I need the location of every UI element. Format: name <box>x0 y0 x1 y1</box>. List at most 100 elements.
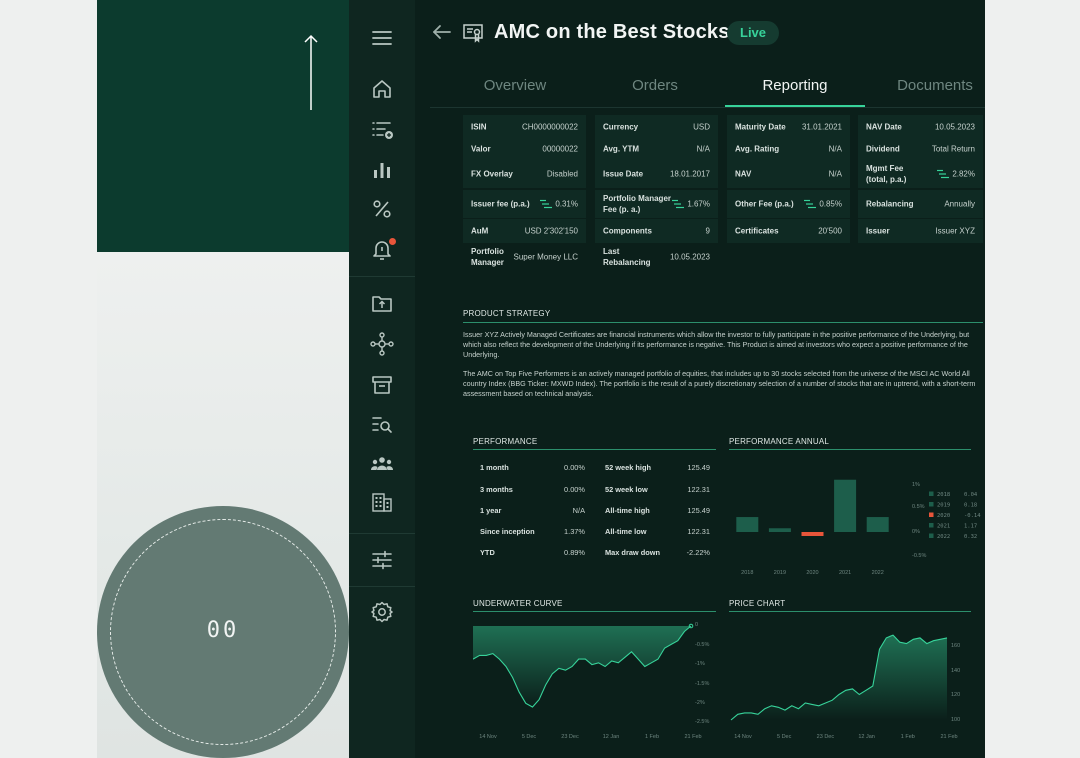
info-components: Components 9 <box>595 219 718 243</box>
notification-dot <box>389 238 396 245</box>
team-icon[interactable] <box>369 451 395 477</box>
info-aum: AuM USD 2'302'150 <box>463 219 586 243</box>
x-tick-label: 21 Feb <box>684 734 701 740</box>
tab-documents[interactable]: Documents <box>897 77 973 94</box>
fee-breakdown-icon[interactable] <box>804 199 816 209</box>
performance-label: 52 week low <box>605 485 648 494</box>
strategy-title: PRODUCT STRATEGY <box>463 309 551 318</box>
sliders-icon[interactable] <box>369 547 395 573</box>
archive-icon[interactable] <box>369 372 395 398</box>
info-rebalancing: Rebalancing Annually <box>858 190 983 218</box>
bar <box>801 532 824 536</box>
performance-value: 0.00% <box>564 463 585 472</box>
network-icon[interactable] <box>369 331 395 357</box>
back-arrow-icon[interactable] <box>431 21 453 43</box>
info-other-fee: Other Fee (p.a.) 0.85% <box>727 190 850 218</box>
info-issuer-fee: Issuer fee (p.a.) 0.31% <box>463 190 586 218</box>
list-add-icon[interactable] <box>369 117 395 143</box>
x-tick-label: 2021 <box>839 570 851 576</box>
info-certificates: Certificates 20'500 <box>727 219 850 243</box>
menu-icon[interactable] <box>369 25 395 51</box>
fee-breakdown-icon[interactable] <box>672 199 684 209</box>
x-tick-label: 2018 <box>741 570 753 576</box>
tab-reporting[interactable]: Reporting <box>762 77 828 94</box>
performance-annual-title: PERFORMANCE ANNUAL <box>729 437 830 446</box>
info-nav-date: NAV Date 10.05.2023 <box>858 115 983 139</box>
x-tick-label: 2022 <box>872 570 884 576</box>
info-isin: ISIN CH0000000022 <box>463 115 586 139</box>
performance-label: Since inception <box>480 527 535 536</box>
x-tick-label: 5 Dec <box>522 734 537 740</box>
tab-orders[interactable]: Orders <box>632 77 678 94</box>
info-pm-fee: Portfolio Manager Fee (p. a.) 1.67% <box>595 190 718 218</box>
info-dividend: Dividend Total Return <box>858 137 983 161</box>
performance-annual-divider <box>729 449 971 450</box>
performance-value: 125.49 <box>687 506 710 515</box>
y-tick-label: 1% <box>912 482 920 488</box>
price-chart: 160 140 120 100 14 Nov 5 Dec 23 Dec 12 Jan 1 Feb… <box>730 634 960 740</box>
home-icon[interactable] <box>369 76 395 102</box>
fee-breakdown-icon[interactable] <box>540 199 552 209</box>
active-tab-indicator <box>725 105 865 107</box>
sidebar <box>349 0 415 758</box>
underwater-curve-chart: 0 -0.5% -1% -1.5% -2% -2.5% 14 Nov 5 Dec 23 Dec 1… <box>473 622 709 740</box>
price-chart-divider <box>729 611 971 612</box>
bell-icon[interactable] <box>369 236 395 262</box>
x-tick-label: 14 Nov <box>734 734 752 740</box>
main-content: AMC on the Best Stocks Live Overview Ord… <box>415 0 985 758</box>
page-title: AMC on the Best Stocks <box>494 21 730 43</box>
performance-label: YTD <box>480 548 495 557</box>
x-tick-label: 2019 <box>774 570 786 576</box>
performance-label: 1 year <box>480 506 502 515</box>
legend-value: 1.17 <box>964 524 977 530</box>
underwater-curve-title: UNDERWATER CURVE <box>473 599 563 608</box>
info-fx-overlay: FX Overlay Disabled <box>463 160 586 188</box>
y-tick-label: 0 <box>695 622 698 628</box>
y-tick-label: -2.5% <box>695 719 709 725</box>
bar <box>834 479 857 532</box>
y-tick-label: -0.5% <box>912 553 926 559</box>
gear-icon[interactable] <box>369 599 395 625</box>
tab-overview[interactable]: Overview <box>483 77 547 94</box>
area-fill <box>473 626 691 707</box>
y-tick-label: 140 <box>951 668 960 674</box>
y-tick-label: 0% <box>912 529 920 535</box>
info-nav: NAV N/A <box>727 160 850 188</box>
x-tick-label: 5 Dec <box>777 734 792 740</box>
bar-chart-icon[interactable] <box>369 157 395 183</box>
sidebar-divider <box>349 276 415 277</box>
info-issuer: Issuer Issuer XYZ <box>858 219 983 243</box>
app-window: AMC on the Best Stocks Live Overview Ord… <box>349 0 985 758</box>
page-header: AMC on the Best Stocks Live <box>415 0 985 66</box>
percent-icon[interactable] <box>369 196 395 222</box>
search-list-icon[interactable] <box>369 412 395 438</box>
x-tick-label: 12 Jan <box>603 734 620 740</box>
x-tick-label: 2020 <box>806 570 818 576</box>
bar <box>866 517 889 532</box>
legend-year: 2021 <box>937 524 950 530</box>
performance-value: 122.31 <box>687 527 710 536</box>
bar <box>736 517 759 532</box>
sidebar-divider <box>349 533 415 534</box>
performance-annual-chart: 2018 2019 2020 2021 2022 1% 0.5% 0% -0.5% 2018 0.0… <box>736 479 981 576</box>
y-tick-label: 160 <box>951 643 960 649</box>
performance-label: Max draw down <box>605 548 661 557</box>
info-avg-rating: Avg. Rating N/A <box>727 137 850 161</box>
y-tick-label: -1% <box>695 661 705 667</box>
area-fill <box>731 635 947 720</box>
fee-breakdown-icon[interactable] <box>937 169 949 179</box>
strategy-divider <box>463 322 983 323</box>
legend-swatch <box>929 491 934 496</box>
y-tick-label: 120 <box>951 692 960 698</box>
info-valor: Valor 00000022 <box>463 137 586 161</box>
building-icon[interactable] <box>369 489 395 515</box>
info-portfolio-manager: Portfolio Manager Super Money LLC <box>471 247 578 267</box>
strategy-paragraph-2: The AMC on Top Five Performers is an act… <box>463 369 976 398</box>
info-issue-date: Issue Date 18.01.2017 <box>595 160 718 188</box>
x-tick-label: 23 Dec <box>561 734 579 740</box>
folder-upload-icon[interactable] <box>369 290 395 316</box>
y-tick-label: -0.5% <box>695 642 709 648</box>
performance-value: -2.22% <box>686 548 710 557</box>
legend-year: 2019 <box>937 503 950 509</box>
legend-value: -0.14 <box>964 513 981 519</box>
